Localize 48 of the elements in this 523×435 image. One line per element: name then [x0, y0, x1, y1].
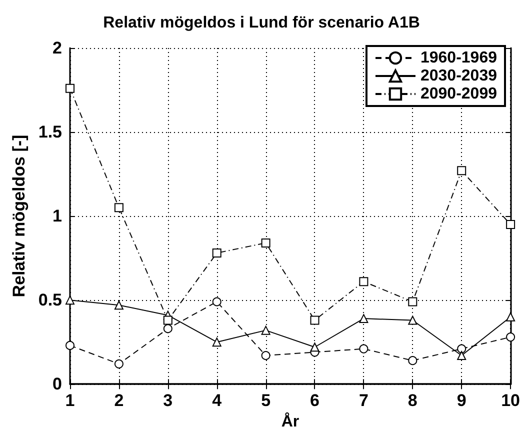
point [457, 166, 466, 176]
point [114, 300, 124, 310]
point [408, 356, 418, 366]
y-tick-label: 1.5 [38, 122, 62, 142]
point [457, 351, 466, 360]
point [114, 203, 124, 212]
y-tick-label: 0 [52, 374, 62, 394]
point [359, 344, 368, 354]
point [457, 344, 466, 354]
x-tick-label: 3 [163, 391, 173, 410]
x-tick-label: 9 [456, 391, 466, 410]
y-tick-label: 0.5 [38, 290, 62, 310]
x-axis-title: År [281, 412, 300, 430]
point [163, 324, 172, 334]
legend-label: 2090-2099 [420, 86, 498, 102]
point [506, 332, 516, 342]
point [408, 297, 418, 306]
x-tick-label: 2 [114, 391, 124, 410]
point [506, 312, 516, 322]
point [212, 297, 222, 306]
x-tick-label: 10 [501, 391, 520, 410]
y-tick-label: 1 [52, 206, 62, 226]
point [66, 84, 74, 93]
point [66, 340, 74, 350]
chart-title: Relativ mögeldos i Lund för scenario A1B [103, 14, 420, 32]
point [506, 220, 516, 229]
x-tick-label: 6 [310, 391, 320, 410]
legend-label: 1960-1969 [420, 50, 498, 66]
point [163, 316, 172, 325]
point [212, 248, 222, 258]
point [261, 238, 270, 248]
x-tick-label: 4 [212, 391, 222, 410]
point [310, 316, 320, 325]
x-tick-label: 1 [65, 391, 75, 410]
point [212, 338, 222, 347]
point [408, 316, 418, 325]
point [261, 326, 270, 335]
point [310, 342, 320, 352]
y-tick-label: 2 [52, 38, 62, 58]
point [359, 277, 368, 286]
legend-label: 2030-2039 [420, 68, 498, 84]
x-tick-label: 7 [358, 391, 368, 410]
x-tick-label: 8 [408, 391, 418, 410]
point [114, 359, 124, 368]
point [261, 351, 270, 360]
x-tick-label: 5 [261, 391, 271, 410]
y-axis-title: Relativ mögeldos [-] [9, 134, 28, 298]
point [359, 314, 368, 324]
